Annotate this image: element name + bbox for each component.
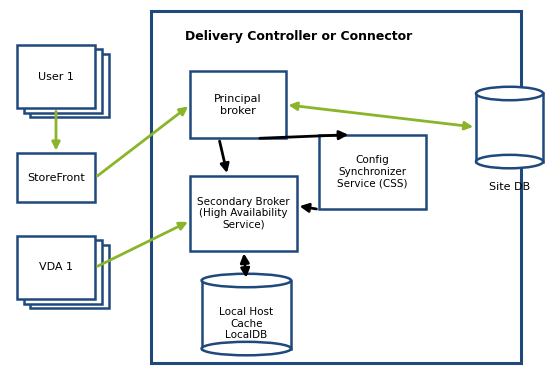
Ellipse shape bbox=[202, 274, 291, 287]
FancyBboxPatch shape bbox=[319, 135, 426, 209]
FancyBboxPatch shape bbox=[151, 11, 521, 363]
FancyBboxPatch shape bbox=[17, 153, 95, 202]
FancyBboxPatch shape bbox=[17, 45, 95, 108]
Bar bbox=[476, 94, 543, 162]
FancyBboxPatch shape bbox=[30, 245, 109, 308]
Text: Principal
broker: Principal broker bbox=[214, 94, 262, 116]
Bar bbox=[202, 280, 291, 349]
Ellipse shape bbox=[476, 87, 543, 100]
Text: Local Host
Cache
LocalDB: Local Host Cache LocalDB bbox=[220, 307, 273, 340]
Ellipse shape bbox=[202, 342, 291, 355]
Text: User 1: User 1 bbox=[38, 72, 74, 82]
Text: Site DB: Site DB bbox=[489, 182, 530, 192]
FancyBboxPatch shape bbox=[190, 71, 286, 138]
FancyBboxPatch shape bbox=[30, 54, 109, 117]
FancyBboxPatch shape bbox=[17, 236, 95, 299]
Text: Secondary Broker
(High Availability
Service): Secondary Broker (High Availability Serv… bbox=[197, 197, 290, 230]
FancyBboxPatch shape bbox=[190, 176, 297, 251]
Text: Delivery Controller or Connector: Delivery Controller or Connector bbox=[185, 30, 412, 43]
Text: VDA 1: VDA 1 bbox=[39, 263, 73, 272]
Text: StoreFront: StoreFront bbox=[27, 173, 85, 183]
Text: Config
Synchronizer
Service (CSS): Config Synchronizer Service (CSS) bbox=[337, 156, 408, 188]
FancyBboxPatch shape bbox=[24, 240, 102, 304]
Ellipse shape bbox=[476, 155, 543, 168]
FancyBboxPatch shape bbox=[24, 49, 102, 113]
